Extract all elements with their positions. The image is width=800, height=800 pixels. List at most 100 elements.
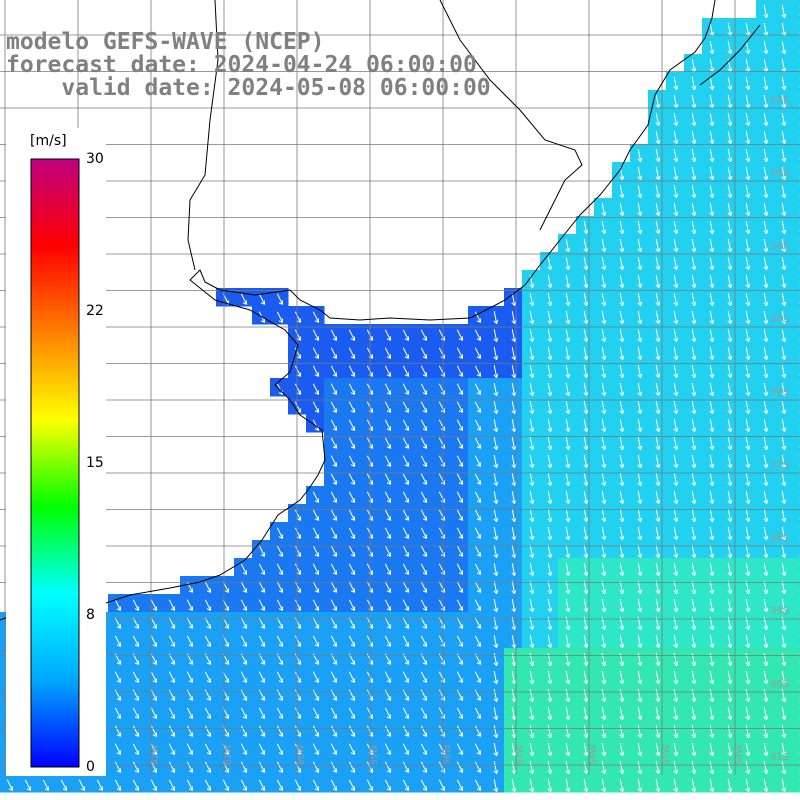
wind-arrow <box>511 347 517 361</box>
wind-arrow <box>601 419 607 433</box>
colorbar-tick-30: 30 <box>86 151 104 167</box>
wind-arrow <box>781 113 787 127</box>
wind-arrow <box>601 311 607 325</box>
wind-arrow <box>745 293 751 307</box>
wind-arrow <box>637 185 643 199</box>
wind-arrow <box>619 383 625 397</box>
wind-arrow <box>745 401 751 415</box>
wind-arrow <box>601 203 607 217</box>
wind-arrow <box>456 329 464 341</box>
wind-arrow <box>763 311 769 325</box>
wind-arrow <box>565 329 571 343</box>
wind-arrow <box>763 383 769 397</box>
wind-arrow <box>781 329 787 343</box>
wind-arrow <box>583 401 589 415</box>
wind-arrow <box>673 293 679 307</box>
wind-arrow <box>745 419 751 433</box>
wind-arrow <box>565 437 571 451</box>
wind-arrow <box>312 401 320 413</box>
wind-cell <box>792 180 800 199</box>
latitude-label: 38S <box>770 533 789 544</box>
wind-arrow <box>529 401 535 415</box>
wind-arrow <box>655 329 661 343</box>
wind-arrow <box>709 383 715 397</box>
wind-arrow <box>727 167 733 181</box>
wind-arrow <box>511 419 517 433</box>
wind-arrow <box>727 365 733 379</box>
wind-arrow <box>474 401 482 413</box>
wind-arrow <box>294 383 302 395</box>
wind-cell <box>792 18 800 37</box>
wind-arrow <box>727 401 733 415</box>
wind-arrow <box>619 203 625 217</box>
wind-arrow <box>565 311 571 325</box>
wind-arrow <box>781 185 787 199</box>
wind-arrow <box>781 131 787 145</box>
wind-arrow <box>673 131 679 145</box>
wind-arrow <box>655 437 661 451</box>
wind-arrow <box>474 383 482 395</box>
wind-arrow <box>727 221 733 235</box>
wind-arrow <box>493 347 499 361</box>
wind-arrow <box>619 185 625 199</box>
wind-arrow <box>601 437 607 451</box>
wind-arrow <box>691 419 697 433</box>
wind-cell <box>792 594 800 613</box>
wind-cell <box>792 360 800 379</box>
wind-arrow <box>565 401 571 415</box>
wind-arrow <box>745 149 751 163</box>
wind-arrow <box>691 185 697 199</box>
wind-arrow <box>474 365 482 377</box>
wind-arrow <box>673 437 679 451</box>
wind-arrow <box>763 113 769 127</box>
wind-arrow <box>727 311 733 325</box>
wind-arrow <box>709 113 715 127</box>
wind-arrow <box>727 95 733 109</box>
wind-arrow <box>348 383 356 395</box>
wind-arrow <box>745 131 751 145</box>
wind-arrow <box>763 365 769 379</box>
wind-arrow <box>312 311 320 323</box>
wind-arrow <box>583 239 589 253</box>
wind-cell <box>792 522 800 541</box>
wind-arrow <box>474 311 482 323</box>
wind-arrow <box>709 275 715 289</box>
wind-cell <box>792 576 800 595</box>
wind-arrow <box>673 347 679 361</box>
wind-arrow <box>673 185 679 199</box>
wind-arrow <box>601 329 607 343</box>
wind-arrow <box>529 365 535 379</box>
wind-arrow <box>673 113 679 127</box>
wind-arrow <box>583 257 589 271</box>
wind-arrow <box>655 149 661 163</box>
wind-arrow <box>727 131 733 145</box>
wind-arrow <box>312 383 320 395</box>
wind-arrow <box>456 419 464 431</box>
wind-cell <box>792 306 800 325</box>
wind-arrow <box>547 347 553 361</box>
wind-arrow <box>619 239 625 253</box>
wind-arrow <box>547 383 553 397</box>
wind-arrow <box>294 311 302 323</box>
wind-arrow <box>420 419 428 431</box>
wind-arrow <box>637 275 643 289</box>
wind-arrow <box>637 203 643 217</box>
wind-arrow <box>456 365 464 377</box>
wind-arrow <box>601 401 607 415</box>
wind-arrow <box>637 365 643 379</box>
wind-arrow <box>745 113 751 127</box>
wind-arrow <box>781 365 787 379</box>
wind-arrow <box>384 365 392 377</box>
wind-arrow <box>691 365 697 379</box>
latitude-label: 40S <box>770 679 789 690</box>
wind-arrow <box>655 419 661 433</box>
wind-arrow <box>637 329 643 343</box>
wind-arrow <box>637 239 643 253</box>
latitude-label: 37S <box>770 460 789 471</box>
colorbar-tick-15: 15 <box>86 455 104 471</box>
wind-cell <box>792 558 800 577</box>
wind-arrow <box>763 185 769 199</box>
wind-arrow <box>529 419 535 433</box>
wind-arrow <box>673 365 679 379</box>
wind-arrow <box>691 437 697 451</box>
